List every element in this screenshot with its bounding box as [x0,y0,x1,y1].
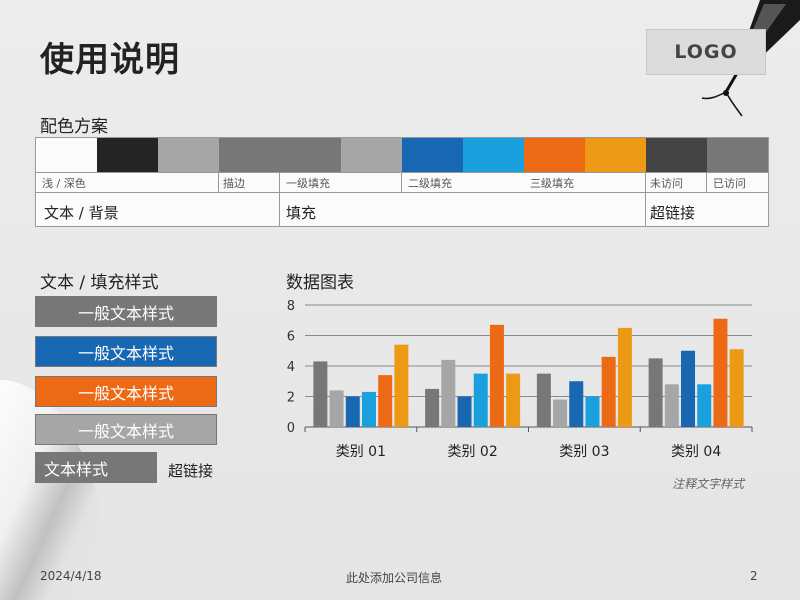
color-swatch-3 [158,138,219,172]
label-fill: 填充 [286,204,317,222]
chart-heading: 数据图表 [286,273,354,293]
bar-chart: 0 2 4 6 8 类别 01 类别 02 类别 03 类别 04 [287,299,753,460]
page-number: 2 [750,569,758,583]
color-swatch-1 [36,138,97,172]
bar-cat2-series6 [506,373,521,427]
bar-cat3-series1 [536,373,551,427]
bar-cat4-series3 [681,350,696,427]
label-fill-3: 三级填充 [530,177,574,190]
page-curl-decoration [0,380,110,600]
style-box-orange: 一般文本样式 [35,376,217,407]
color-swatch-10 [585,138,646,172]
bar-cat1-series5 [378,375,393,427]
bar-cat4-series6 [729,349,744,427]
y-tick-label-8: 8 [287,299,295,314]
x-category-label-2: 类别 02 [447,444,497,460]
style-box-gray: 一般文本样式 [35,296,217,327]
color-swatch-5 [280,138,341,172]
chart-note: 注释文字样式 [672,477,745,491]
label-hyperlink: 超链接 [650,204,696,222]
bar-cat1-series6 [394,344,409,427]
bar-cat2-series1 [425,388,440,427]
bar-cat1-series3 [345,396,360,427]
y-tick-label-4: 4 [287,360,295,375]
label-unvisited: 未访问 [650,177,683,190]
color-palette-table: 浅 / 深色 描边 一级填充 二级填充 三级填充 未访问 已访问 文本 / 背景… [35,137,769,227]
y-tick-label-2: 2 [287,391,295,406]
style-box-light-gray: 一般文本样式 [35,414,217,445]
color-swatch-2 [97,138,158,172]
palette-heading: 配色方案 [40,117,108,137]
bar-cat2-series4 [473,373,488,427]
x-category-label-3: 类别 03 [559,444,609,460]
logo-placeholder: LOGO [646,29,766,75]
color-swatch-11 [646,138,707,172]
x-category-label-4: 类别 04 [671,444,721,460]
bar-cat4-series4 [697,384,712,427]
bar-cat1-series2 [329,390,344,427]
bar-cat4-series1 [648,358,663,427]
style-box-blue: 一般文本样式 [35,336,217,367]
color-swatch-8 [463,138,524,172]
bar-cat3-series5 [601,356,616,427]
bar-cat3-series2 [553,399,568,427]
text-style-heading: 文本 / 填充样式 [40,273,159,293]
label-fill-1: 一级填充 [286,177,330,190]
bar-cat3-series4 [585,396,600,427]
bar-cat1-series1 [313,361,328,427]
bar-cat2-series5 [489,324,504,427]
y-tick-label-0: 0 [287,421,295,436]
style-box-text: 文本样式 [35,452,157,483]
bar-cat1-series4 [361,391,376,427]
page-title: 使用说明 [40,40,180,80]
label-stroke: 描边 [223,177,245,190]
bar-cat3-series6 [617,327,632,427]
bar-cat2-series2 [441,359,456,427]
y-tick-label-6: 6 [287,330,295,345]
label-fill-2: 二级填充 [408,177,452,190]
bar-cat3-series3 [569,381,584,427]
bar-cat4-series2 [664,384,679,427]
swatch-row [36,138,768,172]
bar-cat4-series5 [713,318,728,427]
color-swatch-6 [341,138,402,172]
label-light-dark: 浅 / 深色 [42,177,86,190]
color-swatch-4 [219,138,280,172]
x-category-label-1: 类别 01 [336,444,386,460]
color-swatch-9 [524,138,585,172]
footer-date: 2024/4/18 [40,569,102,583]
color-swatch-7 [402,138,463,172]
label-visited: 已访问 [713,177,746,190]
footer-company: 此处添加公司信息 [346,571,443,585]
color-swatch-12 [707,138,768,172]
label-text-background: 文本 / 背景 [44,204,119,222]
bar-cat2-series3 [457,396,472,427]
hyperlink-sample[interactable]: 超链接 [168,462,214,480]
